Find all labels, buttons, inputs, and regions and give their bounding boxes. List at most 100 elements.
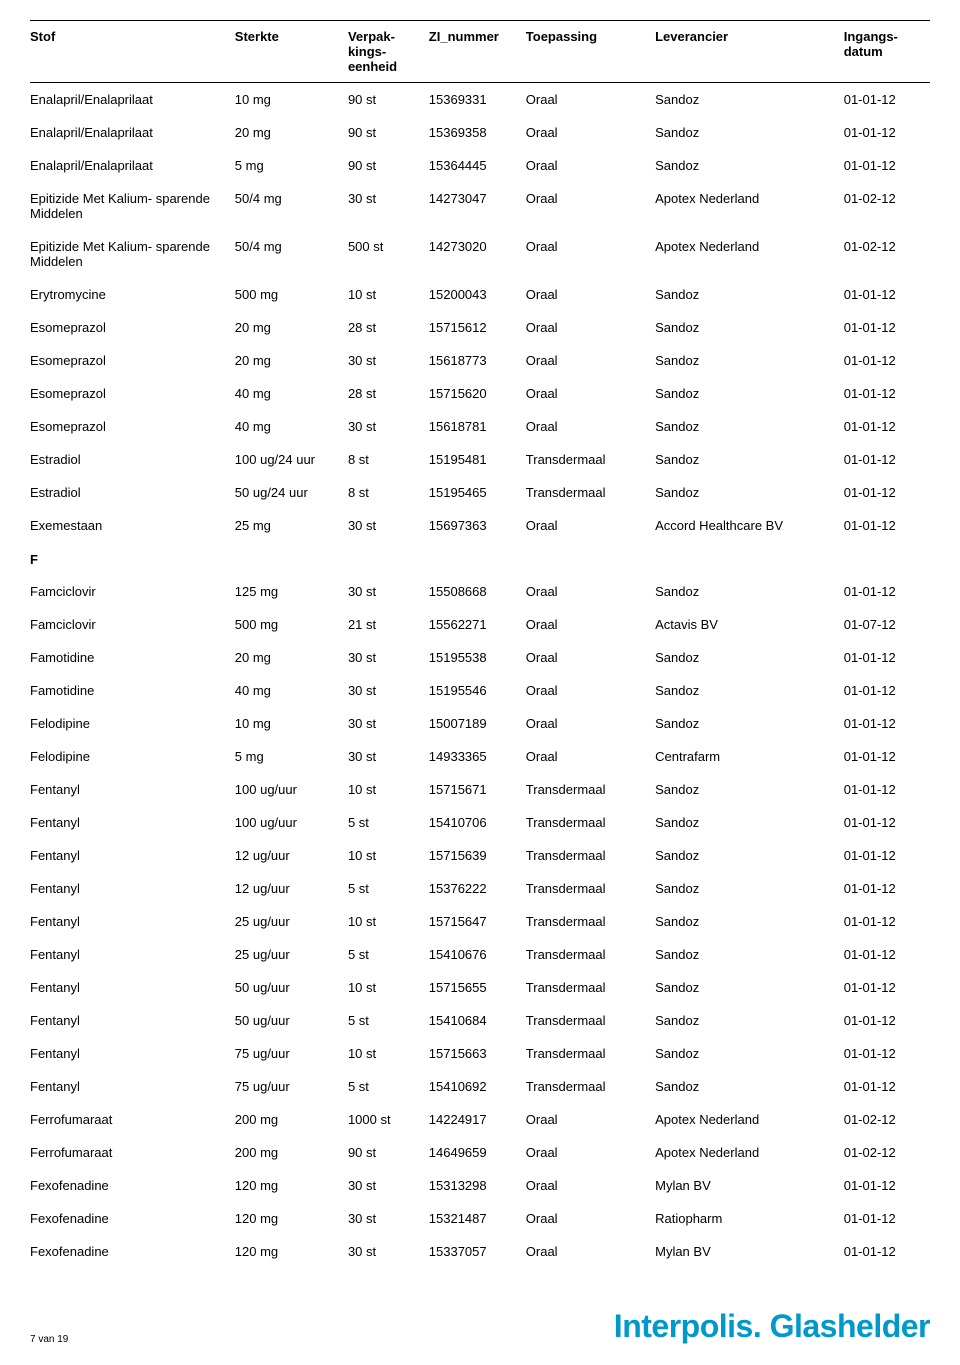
cell: Sandoz	[655, 773, 844, 806]
cell: 01-01-12	[844, 1169, 930, 1202]
cell: 20 mg	[235, 344, 348, 377]
cell: Mylan BV	[655, 1169, 844, 1202]
cell: Oraal	[526, 182, 655, 230]
cell: 15618773	[429, 344, 526, 377]
cell: 01-01-12	[844, 707, 930, 740]
cell: 15715647	[429, 905, 526, 938]
cell: 01-01-12	[844, 476, 930, 509]
cell: Sandoz	[655, 872, 844, 905]
cell: Oraal	[526, 311, 655, 344]
cell: 14649659	[429, 1136, 526, 1169]
cell: Ferrofumaraat	[30, 1136, 235, 1169]
table-row: Estradiol100 ug/24 uur8 st15195481Transd…	[30, 443, 930, 476]
cell: 15337057	[429, 1235, 526, 1268]
table-row: Fentanyl75 ug/uur10 st15715663Transderma…	[30, 1037, 930, 1070]
cell: Oraal	[526, 1202, 655, 1235]
cell: Enalapril/Enalaprilaat	[30, 149, 235, 182]
cell: 75 ug/uur	[235, 1037, 348, 1070]
cell: 01-01-12	[844, 740, 930, 773]
table-row: Estradiol50 ug/24 uur8 st15195465Transde…	[30, 476, 930, 509]
table-row: Famotidine20 mg30 st15195538OraalSandoz0…	[30, 641, 930, 674]
cell: Fentanyl	[30, 1004, 235, 1037]
cell: 01-02-12	[844, 1136, 930, 1169]
section-row: F	[30, 542, 930, 575]
cell: Transdermaal	[526, 476, 655, 509]
cell: Sandoz	[655, 1037, 844, 1070]
cell: 01-01-12	[844, 1070, 930, 1103]
cell: 01-01-12	[844, 905, 930, 938]
table-row: Exemestaan25 mg30 st15697363OraalAccord …	[30, 509, 930, 542]
table-row: Felodipine10 mg30 st15007189OraalSandoz0…	[30, 707, 930, 740]
cell: 10 st	[348, 971, 429, 1004]
cell: 1000 st	[348, 1103, 429, 1136]
cell: 01-01-12	[844, 938, 930, 971]
cell: Fentanyl	[30, 872, 235, 905]
cell: Transdermaal	[526, 971, 655, 1004]
col-header-verpakking: Verpak- kings- eenheid	[348, 21, 429, 83]
cell: Exemestaan	[30, 509, 235, 542]
cell: 15200043	[429, 278, 526, 311]
cell: 500 mg	[235, 608, 348, 641]
cell: Oraal	[526, 707, 655, 740]
cell: 15313298	[429, 1169, 526, 1202]
cell: 01-01-12	[844, 509, 930, 542]
cell: 30 st	[348, 575, 429, 608]
col-header-leverancier: Leverancier	[655, 21, 844, 83]
cell: 120 mg	[235, 1235, 348, 1268]
cell: 01-01-12	[844, 149, 930, 182]
medication-table: Stof Sterkte Verpak- kings- eenheid ZI_n…	[30, 20, 930, 1268]
cell: Apotex Nederland	[655, 1103, 844, 1136]
cell: 10 st	[348, 773, 429, 806]
table-row: Fentanyl12 ug/uur10 st15715639Transderma…	[30, 839, 930, 872]
cell: 15369358	[429, 116, 526, 149]
cell: 15376222	[429, 872, 526, 905]
cell: Ferrofumaraat	[30, 1103, 235, 1136]
cell: 15364445	[429, 149, 526, 182]
cell: 30 st	[348, 641, 429, 674]
cell: Sandoz	[655, 806, 844, 839]
cell: Fexofenadine	[30, 1202, 235, 1235]
cell: 28 st	[348, 311, 429, 344]
cell: Apotex Nederland	[655, 182, 844, 230]
table-body: Enalapril/Enalaprilaat10 mg90 st15369331…	[30, 83, 930, 1269]
table-row: Fentanyl25 ug/uur5 st15410676Transdermaa…	[30, 938, 930, 971]
cell: 01-01-12	[844, 575, 930, 608]
cell: 120 mg	[235, 1202, 348, 1235]
cell: 14224917	[429, 1103, 526, 1136]
cell: 200 mg	[235, 1136, 348, 1169]
cell: 01-01-12	[844, 344, 930, 377]
brand-tagline: Interpolis. Glashelder	[614, 1308, 930, 1345]
cell: 15195546	[429, 674, 526, 707]
cell: Sandoz	[655, 149, 844, 182]
cell: 15618781	[429, 410, 526, 443]
cell: Sandoz	[655, 575, 844, 608]
cell: Apotex Nederland	[655, 1136, 844, 1169]
cell: Sandoz	[655, 641, 844, 674]
cell: 50 ug/uur	[235, 1004, 348, 1037]
cell: 50/4 mg	[235, 230, 348, 278]
cell: Famciclovir	[30, 608, 235, 641]
table-row: Fentanyl25 ug/uur10 st15715647Transderma…	[30, 905, 930, 938]
cell: 10 st	[348, 278, 429, 311]
cell: Fentanyl	[30, 905, 235, 938]
cell: Apotex Nederland	[655, 230, 844, 278]
cell: 40 mg	[235, 674, 348, 707]
table-row: Fentanyl50 ug/uur5 st15410684Transdermaa…	[30, 1004, 930, 1037]
cell: Transdermaal	[526, 938, 655, 971]
cell: Oraal	[526, 149, 655, 182]
cell: Felodipine	[30, 707, 235, 740]
cell: 15715671	[429, 773, 526, 806]
cell: 01-02-12	[844, 182, 930, 230]
cell: 01-01-12	[844, 674, 930, 707]
table-row: Fentanyl75 ug/uur5 st15410692Transdermaa…	[30, 1070, 930, 1103]
cell: 01-01-12	[844, 971, 930, 1004]
cell: 14273020	[429, 230, 526, 278]
cell: 15715655	[429, 971, 526, 1004]
cell: 15715612	[429, 311, 526, 344]
cell: 100 ug/uur	[235, 773, 348, 806]
cell: 120 mg	[235, 1169, 348, 1202]
cell: 40 mg	[235, 410, 348, 443]
table-row: Fexofenadine120 mg30 st15321487OraalRati…	[30, 1202, 930, 1235]
table-row: Esomeprazol20 mg30 st15618773OraalSandoz…	[30, 344, 930, 377]
cell: 28 st	[348, 377, 429, 410]
